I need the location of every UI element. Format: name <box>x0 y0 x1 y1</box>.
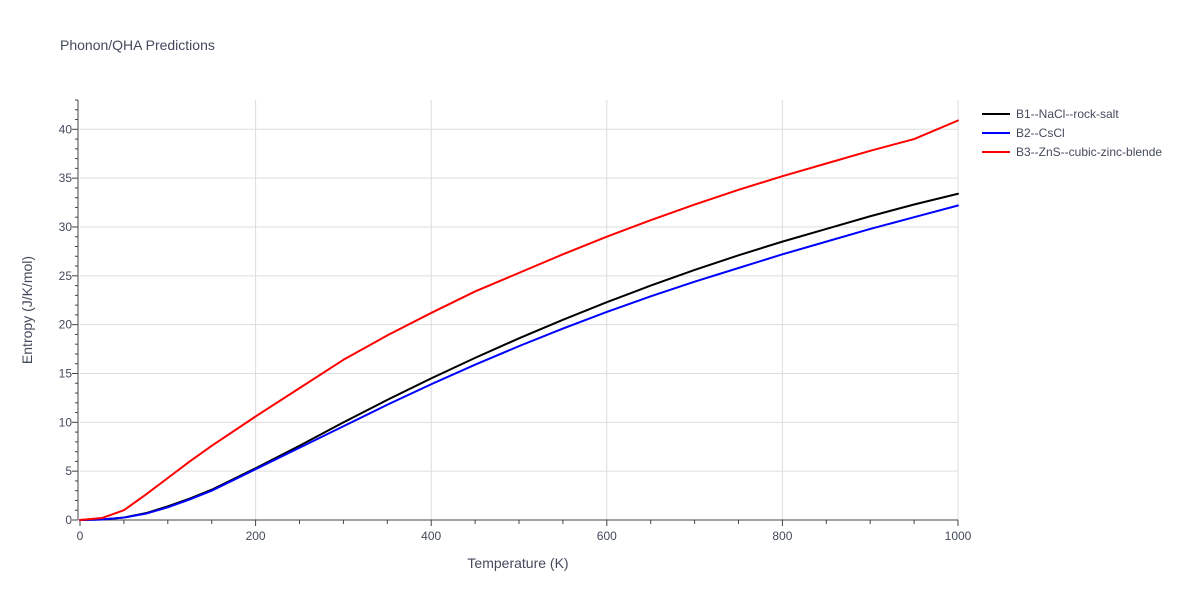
y-tick-label: 25 <box>59 269 73 283</box>
y-tick-label: 30 <box>59 220 73 234</box>
series-line-2 <box>79 204 959 521</box>
chart-title: Phonon/QHA Predictions <box>60 37 215 53</box>
legend[interactable]: B1--NaCl--rock-salt B2--CsCl B3--ZnS--cubi… <box>982 107 1162 159</box>
y-tick-label: 40 <box>59 122 73 136</box>
x-axis-title: Temperature (K) <box>467 555 568 571</box>
y-axis-title: Entropy (J/K/mol) <box>19 256 35 364</box>
y-tick-label: 15 <box>59 366 73 380</box>
y-tick-label: 10 <box>59 415 73 429</box>
y-tick-label: 5 <box>65 464 72 478</box>
x-tick-label: 1000 <box>945 529 972 543</box>
legend-label: B2--CsCl <box>1016 126 1065 140</box>
y-tick-label: 0 <box>65 513 72 527</box>
legend-item-1[interactable]: B1--NaCl--rock-salt <box>982 107 1119 121</box>
y-tick-label: 20 <box>59 318 73 332</box>
x-tick-label: 200 <box>246 529 266 543</box>
y-tick-label: 35 <box>59 171 73 185</box>
x-tick-label: 0 <box>77 529 84 543</box>
axis-layer: 0 200 400 600 800 1000 0 5 10 15 20 25 30 35 40 <box>59 99 972 543</box>
series-layer <box>79 119 959 521</box>
grid-layer <box>80 100 959 520</box>
x-tick-label: 400 <box>421 529 441 543</box>
legend-item-2[interactable]: B2--CsCl <box>982 126 1065 140</box>
x-tick-label: 800 <box>772 529 792 543</box>
legend-label: B1--NaCl--rock-salt <box>1016 107 1119 121</box>
x-tick-label: 600 <box>597 529 617 543</box>
legend-item-3[interactable]: B3--ZnS--cubic-zinc-blende <box>982 145 1162 159</box>
legend-label: B3--ZnS--cubic-zinc-blende <box>1016 145 1162 159</box>
series-line-3 <box>79 119 959 521</box>
